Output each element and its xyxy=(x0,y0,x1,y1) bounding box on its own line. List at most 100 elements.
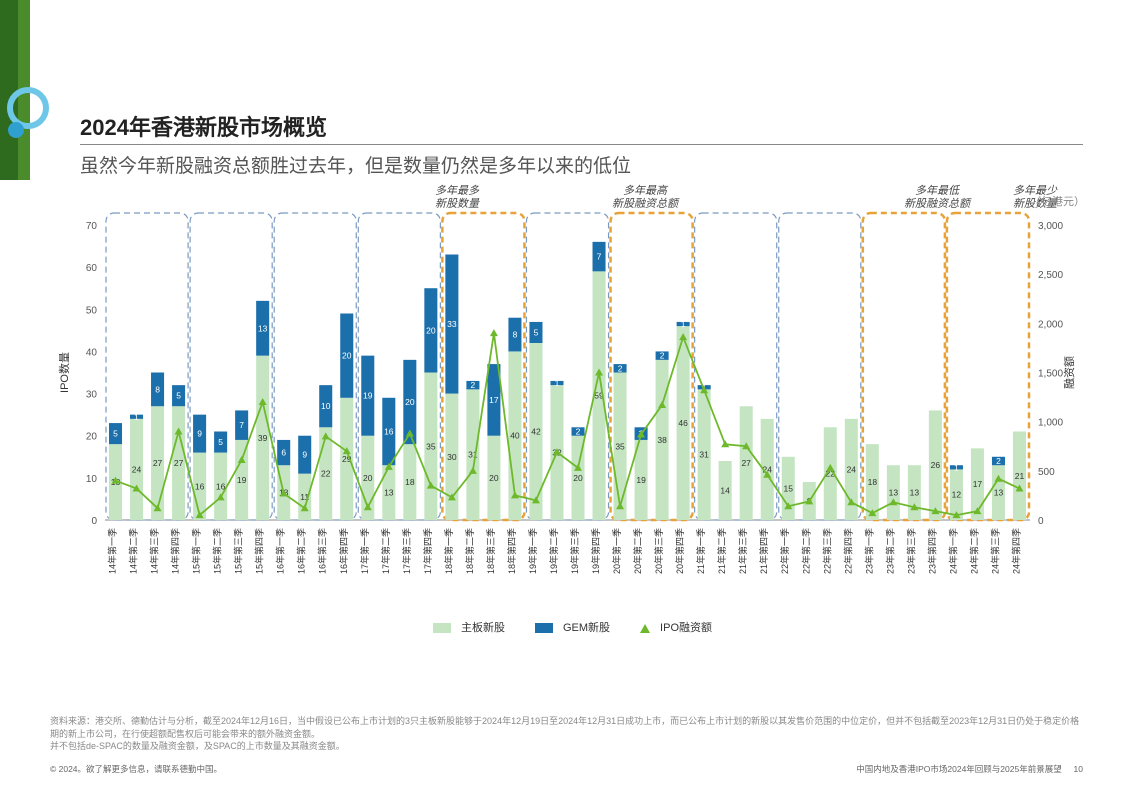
svg-text:20: 20 xyxy=(573,473,583,483)
svg-text:13: 13 xyxy=(384,488,394,498)
svg-text:IPO数量: IPO数量 xyxy=(58,352,71,393)
svg-text:22: 22 xyxy=(321,469,331,479)
svg-text:15年第四季: 15年第四季 xyxy=(254,528,265,574)
svg-text:13: 13 xyxy=(258,323,268,333)
svg-text:20年第四季: 20年第四季 xyxy=(674,528,685,574)
svg-text:20年第一季: 20年第一季 xyxy=(611,528,622,574)
svg-text:14年第三季: 14年第三季 xyxy=(149,528,160,574)
svg-text:23年第二季: 23年第二季 xyxy=(884,528,895,574)
svg-text:15年第三季: 15年第三季 xyxy=(233,528,244,574)
svg-text:30: 30 xyxy=(447,452,457,462)
svg-text:26: 26 xyxy=(931,460,941,470)
svg-text:24年第二季: 24年第二季 xyxy=(968,528,979,574)
svg-text:27: 27 xyxy=(741,458,751,468)
svg-text:23年第三季: 23年第三季 xyxy=(905,528,916,574)
svg-text:14年第四季: 14年第四季 xyxy=(170,528,181,574)
svg-text:19: 19 xyxy=(636,475,646,485)
svg-text:20: 20 xyxy=(405,397,415,407)
svg-text:20: 20 xyxy=(489,473,499,483)
footnotes: 资料来源：港交所、德勤估计与分析，截至2024年12月16日，当中假设已公布上市… xyxy=(50,715,1083,753)
svg-text:16: 16 xyxy=(384,427,394,437)
svg-text:19年第四季: 19年第四季 xyxy=(590,528,601,574)
svg-text:2: 2 xyxy=(576,427,581,437)
svg-text:0: 0 xyxy=(91,516,97,527)
svg-text:21年第三季: 21年第三季 xyxy=(737,528,748,574)
svg-text:2: 2 xyxy=(471,380,476,390)
svg-text:6: 6 xyxy=(281,448,286,458)
svg-text:20: 20 xyxy=(363,473,373,483)
svg-text:27: 27 xyxy=(153,458,163,468)
svg-text:18年第四季: 18年第四季 xyxy=(506,528,517,574)
svg-text:1: 1 xyxy=(681,319,686,329)
svg-text:14: 14 xyxy=(720,486,730,496)
svg-text:16年第四季: 16年第四季 xyxy=(338,528,349,574)
svg-text:9: 9 xyxy=(302,450,307,460)
svg-text:40: 40 xyxy=(86,347,98,358)
svg-text:7: 7 xyxy=(239,420,244,430)
svg-text:24: 24 xyxy=(847,464,857,474)
svg-text:40: 40 xyxy=(510,431,520,441)
page-number: 10 xyxy=(1074,764,1083,774)
svg-text:46: 46 xyxy=(678,418,688,428)
svg-text:24年第一季: 24年第一季 xyxy=(947,528,958,574)
svg-text:22年第三季: 22年第三季 xyxy=(821,528,832,574)
svg-text:2,000: 2,000 xyxy=(1038,319,1063,330)
svg-text:15年第二季: 15年第二季 xyxy=(212,528,223,574)
page-title: 2024年香港新股市场概览 xyxy=(80,110,1083,145)
svg-text:3,000: 3,000 xyxy=(1038,221,1063,232)
svg-text:27: 27 xyxy=(174,458,184,468)
footer: © 2024。欲了解更多信息，请联系德勤中国。 中国内地及香港IPO市场2024… xyxy=(50,763,1083,775)
svg-text:18: 18 xyxy=(405,477,415,487)
svg-text:2: 2 xyxy=(618,363,623,373)
svg-text:13: 13 xyxy=(994,488,1004,498)
svg-text:22年第二季: 22年第二季 xyxy=(800,528,811,574)
svg-text:19年第二季: 19年第二季 xyxy=(548,528,559,574)
svg-text:16年第二季: 16年第二季 xyxy=(296,528,307,574)
svg-text:2: 2 xyxy=(996,456,1001,466)
svg-text:19年第一季: 19年第一季 xyxy=(527,528,538,574)
svg-text:20: 20 xyxy=(86,432,98,443)
svg-text:13: 13 xyxy=(910,488,920,498)
svg-text:50: 50 xyxy=(86,305,98,316)
svg-text:21: 21 xyxy=(1015,471,1025,481)
svg-text:20年第三季: 20年第三季 xyxy=(653,528,664,574)
svg-text:20: 20 xyxy=(342,351,352,361)
svg-text:17年第一季: 17年第一季 xyxy=(359,528,370,574)
svg-text:60: 60 xyxy=(86,263,98,274)
svg-text:1,000: 1,000 xyxy=(1038,418,1063,429)
svg-text:16年第一季: 16年第一季 xyxy=(275,528,286,574)
svg-text:0: 0 xyxy=(1038,516,1044,527)
svg-text:22年第一季: 22年第一季 xyxy=(779,528,790,574)
svg-text:500: 500 xyxy=(1038,467,1055,478)
svg-text:13: 13 xyxy=(889,488,899,498)
svg-text:21年第二季: 21年第二季 xyxy=(716,528,727,574)
svg-text:15: 15 xyxy=(784,483,794,493)
svg-text:24年第四季: 24年第四季 xyxy=(1010,528,1021,574)
svg-text:17年第二季: 17年第二季 xyxy=(380,528,391,574)
svg-text:17: 17 xyxy=(973,479,983,489)
svg-text:30: 30 xyxy=(86,390,98,401)
svg-text:23年第四季: 23年第四季 xyxy=(926,528,937,574)
svg-text:2: 2 xyxy=(660,351,665,361)
svg-text:7: 7 xyxy=(597,252,602,262)
svg-text:35: 35 xyxy=(615,441,625,451)
svg-text:39: 39 xyxy=(258,433,268,443)
svg-text:19: 19 xyxy=(363,391,373,401)
svg-text:14年第二季: 14年第二季 xyxy=(128,528,139,574)
svg-text:16年第三季: 16年第三季 xyxy=(317,528,328,574)
svg-text:21年第四季: 21年第四季 xyxy=(758,528,769,574)
svg-text:35: 35 xyxy=(426,441,436,451)
svg-text:1: 1 xyxy=(555,378,560,388)
footer-right: 中国内地及香港IPO市场2024年回顾与2025年前景展望 xyxy=(856,764,1061,774)
legend: 主板新股GEM新股IPO融资额 xyxy=(50,619,1085,635)
svg-text:19年第三季: 19年第三季 xyxy=(569,528,580,574)
svg-text:21年第一季: 21年第一季 xyxy=(695,528,706,574)
svg-text:18年第三季: 18年第三季 xyxy=(485,528,496,574)
logo-corner xyxy=(0,0,50,180)
svg-text:24年第三季: 24年第三季 xyxy=(989,528,1000,574)
svg-text:14年第一季: 14年第一季 xyxy=(107,528,118,574)
svg-text:18年第一季: 18年第一季 xyxy=(443,528,454,574)
svg-text:18: 18 xyxy=(868,477,878,487)
svg-text:8: 8 xyxy=(155,384,160,394)
svg-text:1: 1 xyxy=(954,462,959,472)
